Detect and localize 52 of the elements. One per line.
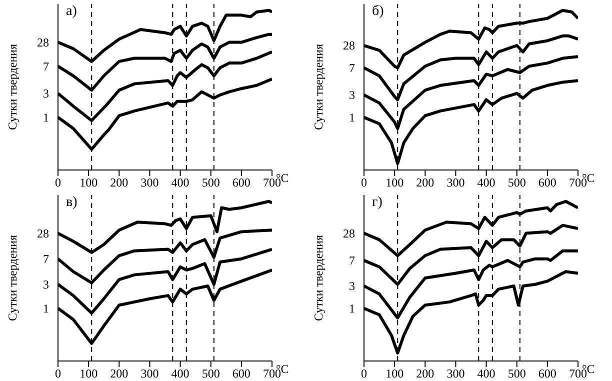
chart-title: в) <box>66 194 78 210</box>
series-label: 7 <box>349 60 355 75</box>
series-label: 1 <box>43 300 49 315</box>
x-tick-label: 100 <box>386 176 404 190</box>
series-label: 3 <box>349 278 355 292</box>
series-label: 1 <box>43 110 49 124</box>
series-label: 7 <box>349 252 355 267</box>
series-label: 7 <box>43 251 49 266</box>
series-label: 28 <box>343 38 355 52</box>
x-tick-label: 100 <box>80 176 98 190</box>
series-label: 3 <box>43 86 49 100</box>
x-tick-label: 0 <box>55 176 61 190</box>
x-tick-label: 300 <box>446 366 465 380</box>
x-tick-label: 200 <box>416 176 434 190</box>
x-tick-label: 400 <box>477 366 496 380</box>
x-tick-label: 300 <box>140 176 159 190</box>
x-tick-label: 200 <box>110 176 128 190</box>
chart-title: а) <box>66 4 77 20</box>
x-tick-label: 0 <box>55 366 61 380</box>
series-label: 1 <box>349 110 355 124</box>
x-tick-label: 600 <box>232 176 250 190</box>
x-tick-label: 400 <box>171 176 190 190</box>
x-tick-label: 600 <box>538 366 556 380</box>
x-tick-label: 400 <box>171 366 190 380</box>
series-label: 1 <box>349 300 355 315</box>
series-label: 28 <box>37 226 49 240</box>
x-tick-label: 500 <box>508 366 526 380</box>
chart-title: г) <box>372 194 382 210</box>
x-tick-label: 500 <box>202 366 220 380</box>
x-tick-label: 100 <box>386 366 404 380</box>
x-tick-label: 100 <box>80 366 98 380</box>
x-tick-label: 0 <box>361 366 367 380</box>
y-axis-title: Сутки твердения <box>311 44 326 130</box>
x-tick-label: 500 <box>508 176 526 190</box>
series-label: 3 <box>349 88 355 102</box>
y-axis-title: Сутки твердения <box>5 44 20 130</box>
x-tick-label: 500 <box>202 176 220 190</box>
series-label: 7 <box>43 59 49 74</box>
y-axis-title: Сутки твердения <box>5 234 20 321</box>
x-tick-label: 600 <box>538 176 556 190</box>
y-axis-title: Сутки твердения <box>311 234 326 321</box>
series-label: 3 <box>43 276 49 291</box>
x-tick-label: 400 <box>477 176 496 190</box>
x-tick-label: 600 <box>232 366 250 380</box>
x-tick-label: 200 <box>416 366 434 380</box>
x-tick-label: 200 <box>110 366 128 380</box>
x-tick-label: 300 <box>446 176 465 190</box>
series-label: 28 <box>37 35 49 50</box>
series-label: 28 <box>343 226 355 240</box>
x-tick-label: 0 <box>361 176 367 190</box>
chart-title: б) <box>372 4 384 20</box>
x-tick-label: 300 <box>140 366 159 380</box>
